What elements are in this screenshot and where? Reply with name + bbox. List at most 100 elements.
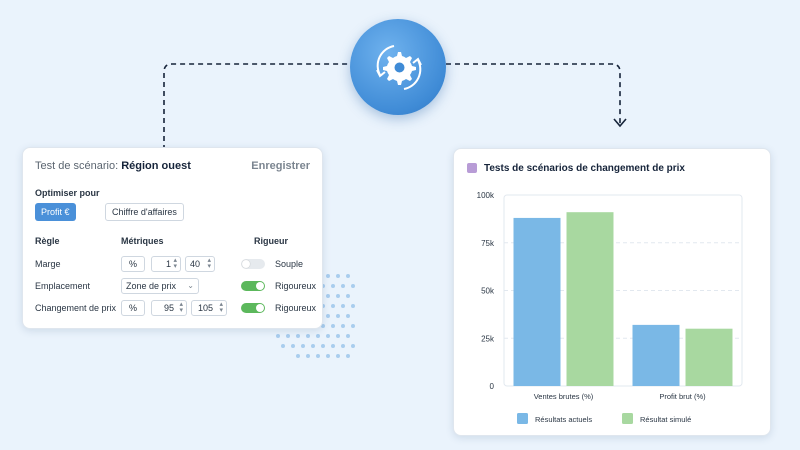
chart-title-marker	[467, 163, 477, 173]
decor-dot	[281, 344, 285, 348]
decor-dot	[351, 284, 355, 288]
bar-simulated	[685, 328, 733, 386]
decor-dot	[316, 334, 320, 338]
decor-dot	[341, 324, 345, 328]
decor-dot	[326, 334, 330, 338]
stepper-arrows-icon[interactable]: ▴ ▾	[207, 257, 211, 270]
decor-dot	[326, 314, 330, 318]
bar-simulated	[566, 212, 614, 386]
zone-select[interactable]: Zone de prix ⌄	[121, 278, 199, 294]
toggle-knob	[256, 282, 264, 290]
decor-dot	[321, 324, 325, 328]
min-value: 95	[164, 303, 175, 313]
max-stepper-changement[interactable]: 105 ▴ ▾	[191, 300, 227, 316]
decor-dot	[306, 334, 310, 338]
min-value: 1	[166, 259, 172, 269]
decor-dot	[331, 304, 335, 308]
decor-dot	[336, 274, 340, 278]
decor-dot	[301, 344, 305, 348]
unit-select-changement[interactable]: %	[121, 300, 145, 316]
rigor-toggle-changement[interactable]	[241, 303, 265, 313]
max-value: 105	[198, 303, 214, 313]
y-tick-label: 75k	[481, 239, 495, 248]
chart-title: Tests de scénarios de changement de prix	[484, 163, 685, 174]
rule-label-emplacement: Emplacement	[35, 281, 91, 291]
decor-dot	[331, 284, 335, 288]
rule-header: Règle	[35, 236, 60, 246]
zone-select-value: Zone de prix	[126, 281, 177, 291]
chevron-down-icon: ⌄	[187, 281, 194, 290]
decor-dot	[351, 324, 355, 328]
legend-swatch	[622, 413, 633, 424]
decor-dot	[296, 354, 300, 358]
decor-dot	[306, 354, 310, 358]
optimize-profit-button[interactable]: Profit €	[35, 203, 76, 221]
optimize-label: Optimiser pour	[35, 188, 100, 198]
decor-dot	[326, 294, 330, 298]
decor-dot	[286, 334, 290, 338]
connector-left-line	[163, 63, 350, 150]
decor-dot	[346, 354, 350, 358]
stepper-arrows-icon[interactable]: ▴ ▾	[179, 301, 183, 314]
decor-dot	[346, 314, 350, 318]
decor-dot	[276, 334, 280, 338]
rigor-label-marge: Souple	[275, 259, 304, 269]
rigor-header: Rigueur	[254, 236, 289, 246]
x-tick-label: Profit brut (%)	[659, 392, 706, 401]
save-button[interactable]: Enregistrer	[251, 160, 310, 172]
optimize-revenue-button[interactable]: Chiffre d'affaires	[105, 203, 184, 221]
bar-current	[513, 217, 561, 386]
connector-right-line	[446, 63, 621, 124]
metrics-header: Métriques	[121, 236, 164, 246]
decor-dot	[351, 304, 355, 308]
decor-dot	[336, 334, 340, 338]
y-tick-label: 50k	[481, 287, 495, 296]
decor-dot	[346, 274, 350, 278]
rigor-label-changement: Rigoureux	[275, 303, 317, 313]
decor-dot	[341, 304, 345, 308]
decor-dot	[326, 354, 330, 358]
rigor-toggle-marge[interactable]	[241, 259, 265, 269]
decor-dot	[316, 354, 320, 358]
arrow-down-icon	[613, 118, 627, 128]
unit-select-marge[interactable]: %	[121, 256, 145, 272]
decor-dot	[336, 354, 340, 358]
scenario-name: Région ouest	[121, 160, 191, 172]
stepper-arrows-icon[interactable]: ▴ ▾	[219, 301, 223, 314]
decor-dot	[346, 294, 350, 298]
min-stepper-marge[interactable]: 1 ▴ ▾	[151, 256, 181, 272]
max-stepper-marge[interactable]: 40 ▴ ▾	[185, 256, 215, 272]
stepper-arrows-icon[interactable]: ▴ ▾	[173, 257, 177, 270]
decor-dot	[341, 344, 345, 348]
decor-dot	[331, 324, 335, 328]
decor-dot	[336, 314, 340, 318]
rigor-label-emplacement: Rigoureux	[275, 281, 317, 291]
decor-dot	[331, 344, 335, 348]
chart-card: Tests de scénarios de changement de prix…	[453, 148, 771, 436]
decor-dot	[326, 274, 330, 278]
rigor-toggle-emplacement[interactable]	[241, 281, 265, 291]
decor-dot	[346, 334, 350, 338]
rule-label-marge: Marge	[35, 259, 61, 269]
x-tick-label: Ventes brutes (%)	[534, 392, 594, 401]
decor-dot	[336, 294, 340, 298]
legend-label: Résultat simulé	[640, 415, 691, 424]
decor-dot	[311, 344, 315, 348]
decor-dot	[351, 344, 355, 348]
decor-dot	[291, 344, 295, 348]
toggle-knob	[242, 260, 250, 268]
unit-value: %	[128, 259, 137, 269]
scenario-label: Test de scénario:	[35, 160, 119, 172]
decor-dot	[296, 334, 300, 338]
toggle-knob	[256, 304, 264, 312]
y-tick-label: 100k	[477, 191, 495, 200]
unit-value: %	[128, 303, 137, 313]
rule-label-changement: Changement de prix	[35, 303, 117, 313]
decor-dot	[321, 344, 325, 348]
y-tick-label: 25k	[481, 334, 495, 343]
min-stepper-changement[interactable]: 95 ▴ ▾	[151, 300, 187, 316]
bar-current	[632, 324, 680, 386]
legend-label: Résultats actuels	[535, 415, 592, 424]
max-value: 40	[190, 259, 201, 269]
